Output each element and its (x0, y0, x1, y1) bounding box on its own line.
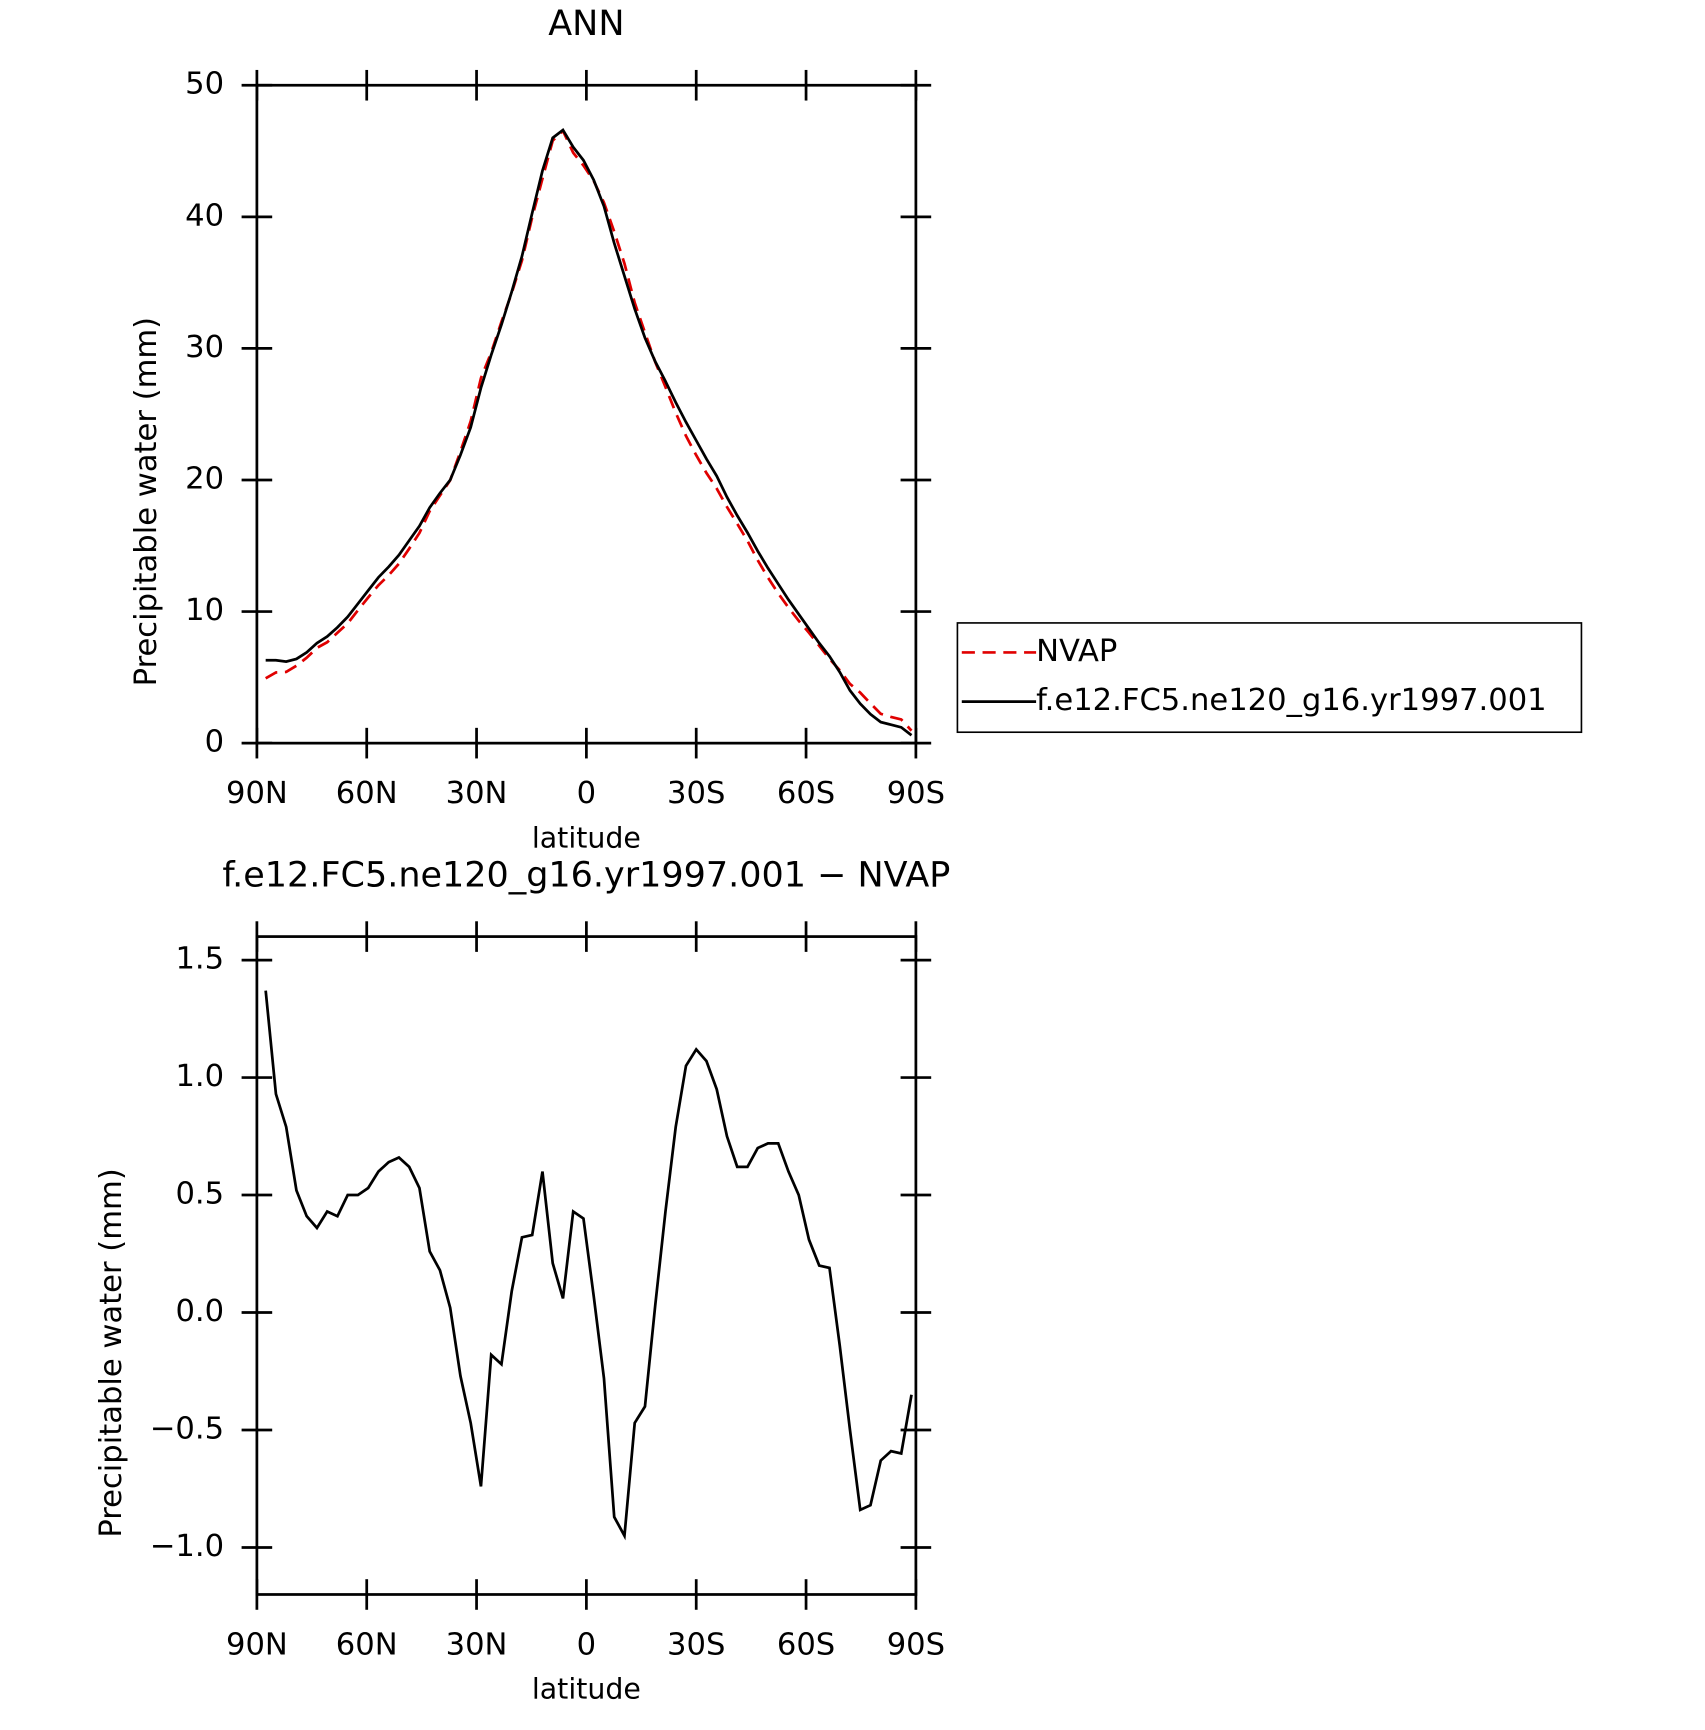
data-line (264, 990, 913, 1541)
data-line (265, 127, 913, 737)
x-tick-label: 90N (226, 776, 288, 811)
y-tick-label: −0.5 (150, 1412, 224, 1447)
x-tick-label: 30S (667, 776, 725, 811)
y-tick-label: 50 (185, 67, 224, 102)
chart-title: f.e12.FC5.ne120_g16.yr1997.001 − NVAP (222, 855, 950, 895)
y-tick-label: 1.0 (175, 1059, 224, 1094)
x-tick-label: 90S (887, 1627, 945, 1662)
x-tick-label: 30N (446, 1627, 508, 1662)
chart-title: ANN (548, 4, 624, 44)
x-axis-label: latitude (532, 1673, 641, 1706)
x-tick-label: 90N (226, 1627, 288, 1662)
y-tick-label: 1.5 (175, 942, 224, 977)
plot-frame (255, 83, 918, 745)
legend-label: f.e12.FC5.ne120_g16.yr1997.001 (1036, 683, 1547, 718)
plot-frame (255, 935, 918, 1596)
x-tick-label: 30N (446, 776, 508, 811)
legend-label: NVAP (1036, 634, 1117, 669)
x-tick-label: 60N (336, 776, 398, 811)
x-tick-label: 90S (887, 776, 945, 811)
y-tick-label: −1.0 (150, 1529, 224, 1564)
x-tick-label: 60N (336, 1627, 398, 1662)
y-tick-label: 0.5 (175, 1177, 224, 1212)
data-line (265, 128, 913, 732)
x-tick-label: 30S (667, 1627, 725, 1662)
legend-box (956, 622, 1583, 734)
x-tick-label: 60S (777, 776, 835, 811)
y-tick-label: 0.0 (175, 1294, 224, 1329)
y-axis-label: Precipitable water (mm) (94, 1168, 129, 1537)
y-tick-label: 30 (185, 330, 224, 365)
y-tick-label: 10 (185, 593, 224, 628)
y-tick-label: 0 (205, 725, 224, 760)
x-tick-label: 0 (577, 776, 596, 811)
x-tick-label: 60S (777, 1627, 835, 1662)
y-tick-label: 20 (185, 461, 224, 496)
x-tick-label: 0 (577, 1627, 596, 1662)
y-tick-label: 40 (185, 198, 224, 233)
y-axis-label: Precipitable water (mm) (129, 317, 164, 686)
x-axis-label: latitude (532, 821, 641, 854)
